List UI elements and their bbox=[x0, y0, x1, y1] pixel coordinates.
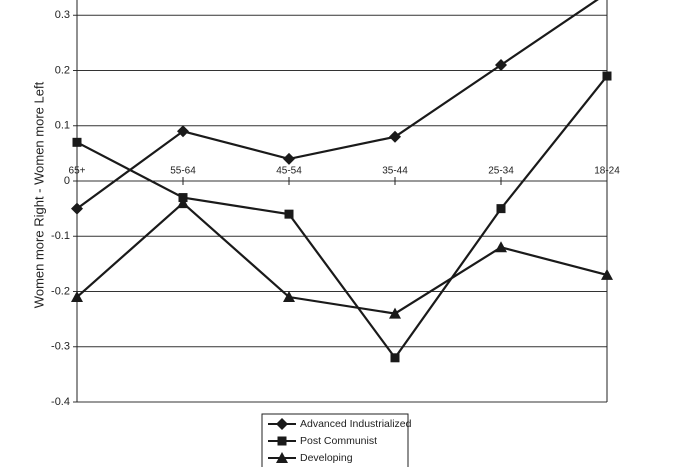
legend-label: Developing bbox=[300, 452, 353, 464]
legend-marker bbox=[276, 418, 288, 430]
data-point bbox=[602, 71, 612, 81]
legend-label: Advanced Industrialized bbox=[300, 418, 412, 430]
y-tick-label: -0.1 bbox=[51, 230, 70, 242]
data-point bbox=[283, 152, 295, 165]
x-tick-label: 45-54 bbox=[276, 166, 302, 177]
data-point bbox=[177, 125, 189, 138]
data-point bbox=[390, 353, 400, 363]
legend-marker bbox=[277, 436, 287, 446]
y-tick-label: -0.4 bbox=[51, 396, 70, 408]
series-line bbox=[76, 0, 599, 210]
y-tick-label: 0.1 bbox=[55, 120, 70, 132]
y-axis-label: Women more Right - Women more Left bbox=[31, 81, 46, 308]
x-tick-label: 35-44 bbox=[382, 166, 408, 177]
x-tick-label: 25-34 bbox=[488, 166, 514, 177]
series-line bbox=[76, 75, 608, 360]
data-point bbox=[284, 209, 294, 219]
data-point bbox=[283, 291, 295, 303]
data-point bbox=[495, 58, 507, 71]
data-point bbox=[177, 197, 189, 209]
y-tick-label: -0.3 bbox=[51, 341, 70, 353]
data-point bbox=[495, 241, 507, 253]
data-point bbox=[496, 204, 506, 214]
data-point bbox=[72, 137, 82, 147]
y-tick-label: -0.2 bbox=[51, 285, 70, 297]
y-tick-label: 0.3 bbox=[55, 9, 70, 21]
x-tick-label: 18-24 bbox=[594, 166, 620, 177]
x-tick-label: 55-64 bbox=[170, 166, 196, 177]
x-tick-label: 65+ bbox=[69, 166, 86, 177]
data-point bbox=[389, 130, 401, 143]
data-point bbox=[71, 202, 83, 215]
data-point bbox=[601, 268, 613, 280]
data-point bbox=[71, 291, 83, 303]
legend-marker bbox=[276, 452, 288, 463]
data-point bbox=[389, 307, 401, 319]
series-line bbox=[76, 201, 608, 315]
y-tick-label: 0.2 bbox=[55, 64, 70, 76]
y-tick-label: 0 bbox=[64, 175, 70, 187]
legend-label: Post Communist bbox=[300, 435, 377, 447]
